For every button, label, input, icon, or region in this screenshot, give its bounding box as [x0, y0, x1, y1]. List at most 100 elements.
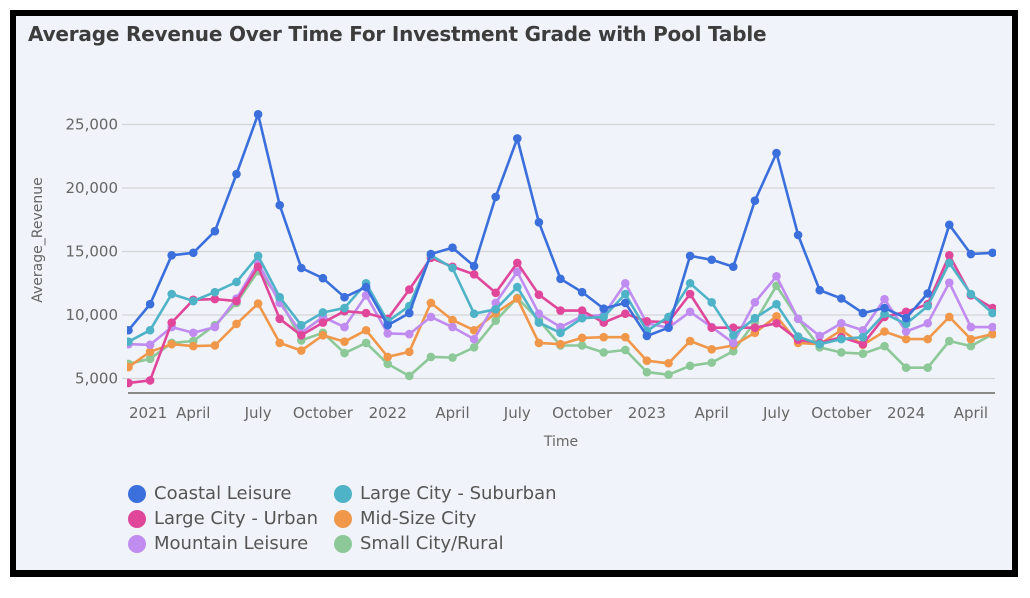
data-point[interactable] [750, 323, 760, 333]
data-point[interactable] [685, 361, 695, 371]
data-point[interactable] [361, 308, 371, 318]
data-point[interactable] [815, 285, 824, 295]
data-point[interactable] [124, 378, 133, 388]
data-point[interactable] [210, 341, 220, 350]
data-point[interactable] [880, 303, 889, 313]
data-point[interactable] [491, 288, 501, 298]
data-point[interactable] [448, 353, 457, 362]
data-point[interactable] [664, 358, 673, 368]
data-point[interactable] [837, 318, 846, 328]
data-point[interactable] [901, 363, 911, 373]
data-point[interactable] [901, 327, 911, 336]
data-point[interactable] [685, 251, 695, 261]
data-point[interactable] [340, 348, 349, 358]
data-point[interactable] [253, 262, 263, 272]
data-point[interactable] [145, 325, 155, 335]
data-point[interactable] [664, 370, 673, 379]
data-point[interactable] [405, 371, 414, 381]
data-point[interactable] [599, 304, 608, 313]
data-point[interactable] [556, 274, 565, 284]
data-point[interactable] [145, 376, 155, 385]
data-point[interactable] [426, 249, 436, 259]
data-point[interactable] [750, 298, 760, 307]
data-point[interactable] [923, 363, 932, 373]
data-point[interactable] [685, 307, 695, 317]
data-point[interactable] [383, 359, 393, 369]
data-point[interactable] [448, 263, 457, 273]
data-point[interactable] [707, 358, 716, 367]
data-point[interactable] [880, 294, 889, 304]
data-point[interactable] [232, 319, 241, 329]
data-point[interactable] [772, 281, 781, 291]
data-point[interactable] [405, 329, 414, 339]
data-point[interactable] [599, 312, 608, 322]
data-point[interactable] [577, 306, 587, 315]
legend-item-small-city-rural[interactable]: Small City/Rural [334, 532, 594, 555]
data-point[interactable] [664, 323, 673, 333]
data-point[interactable] [707, 344, 716, 354]
data-point[interactable] [167, 289, 176, 299]
data-point[interactable] [145, 340, 155, 350]
data-point[interactable] [318, 331, 328, 340]
data-point[interactable] [923, 289, 932, 298]
data-point[interactable] [275, 314, 285, 324]
data-point[interactable] [945, 258, 954, 268]
legend-item-mid-size-city[interactable]: Mid-Size City [334, 507, 594, 530]
data-point[interactable] [685, 336, 695, 346]
data-point[interactable] [729, 331, 738, 340]
data-point[interactable] [210, 226, 220, 236]
data-point[interactable] [534, 217, 544, 227]
data-point[interactable] [340, 292, 349, 302]
data-point[interactable] [469, 270, 479, 279]
data-point[interactable] [707, 323, 716, 333]
data-point[interactable] [491, 298, 501, 308]
data-point[interactable] [426, 298, 436, 308]
data-point[interactable] [772, 148, 781, 158]
data-point[interactable] [577, 333, 587, 343]
data-point[interactable] [945, 278, 954, 287]
data-point[interactable] [491, 316, 501, 326]
data-point[interactable] [621, 332, 630, 342]
data-point[interactable] [729, 262, 738, 272]
data-point[interactable] [707, 255, 716, 265]
data-point[interactable] [642, 331, 652, 341]
data-point[interactable] [167, 339, 176, 349]
data-point[interactable] [945, 220, 954, 230]
data-point[interactable] [275, 292, 285, 302]
data-point[interactable] [988, 308, 997, 318]
data-point[interactable] [837, 334, 846, 344]
data-point[interactable] [297, 320, 306, 330]
data-point[interactable] [340, 337, 349, 346]
data-point[interactable] [340, 322, 349, 332]
data-point[interactable] [145, 354, 155, 364]
data-point[interactable] [232, 296, 241, 306]
data-point[interactable] [426, 352, 436, 362]
data-point[interactable] [469, 334, 479, 344]
data-point[interactable] [491, 304, 501, 314]
data-point[interactable] [966, 322, 976, 332]
data-point[interactable] [901, 334, 911, 344]
data-point[interactable] [513, 134, 522, 143]
legend-item-large-city-urban[interactable]: Large City - Urban [128, 507, 334, 530]
data-point[interactable] [448, 315, 457, 325]
data-point[interactable] [383, 329, 393, 338]
data-point[interactable] [513, 282, 522, 292]
data-point[interactable] [534, 338, 544, 348]
legend-item-coastal-leisure[interactable]: Coastal Leisure [128, 482, 334, 505]
data-point[interactable] [988, 322, 997, 332]
data-point[interactable] [318, 273, 328, 283]
data-point[interactable] [858, 349, 868, 359]
data-point[interactable] [837, 294, 846, 303]
data-point[interactable] [253, 251, 263, 261]
data-point[interactable] [988, 248, 997, 258]
data-point[interactable] [577, 313, 587, 323]
data-point[interactable] [988, 329, 997, 339]
data-point[interactable] [858, 339, 868, 349]
data-point[interactable] [124, 337, 133, 346]
data-point[interactable] [880, 341, 889, 351]
data-point[interactable] [189, 341, 198, 351]
data-point[interactable] [253, 110, 263, 119]
data-point[interactable] [772, 271, 781, 281]
data-point[interactable] [815, 331, 824, 341]
data-point[interactable] [837, 325, 846, 335]
